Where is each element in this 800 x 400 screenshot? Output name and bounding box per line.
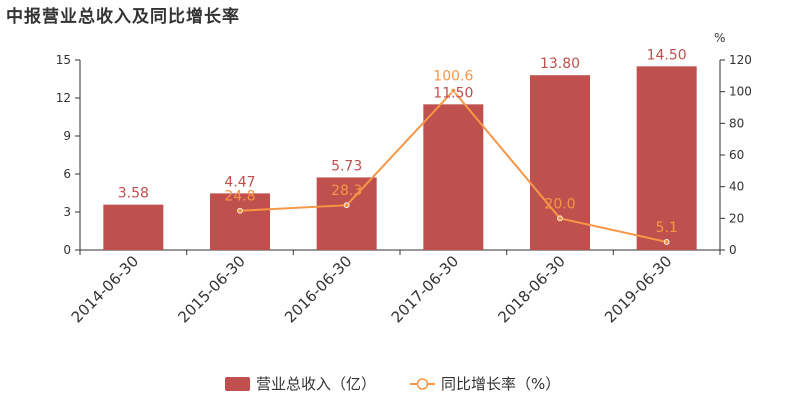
bar-value-label: 4.47 <box>224 174 255 190</box>
right-tick-label: 120 <box>729 53 752 67</box>
growth-rate-point <box>557 215 563 222</box>
growth-rate-point <box>450 87 457 94</box>
bar-value-label: 11.50 <box>433 85 473 101</box>
growth-rate-point <box>343 202 350 209</box>
legend: 营业总收入（亿） 同比增长率（%） <box>225 375 560 393</box>
x-tick-label: 2018-06-30 <box>494 252 568 326</box>
right-tick-label: 40 <box>729 180 744 194</box>
bar-value-label: 5.73 <box>331 158 362 174</box>
legend-bar-swatch <box>225 377 250 391</box>
right-tick-label: 20 <box>729 211 744 225</box>
revenue-bar <box>636 66 697 250</box>
right-tick-label: 80 <box>729 116 744 130</box>
growth-value-label: 20.0 <box>544 196 575 212</box>
growth-value-label: 28.3 <box>331 183 362 199</box>
bar-value-label: 13.80 <box>540 56 580 72</box>
growth-value-label: 5.1 <box>656 220 678 236</box>
right-tick-label: 60 <box>729 148 744 162</box>
bar-value-label: 3.58 <box>118 186 149 202</box>
left-tick-label: 15 <box>56 53 71 67</box>
x-tick-label: 2019-06-30 <box>601 252 675 326</box>
chart-title: 中报营业总收入及同比增长率 <box>6 7 240 27</box>
left-tick-label: 3 <box>63 205 71 219</box>
bar-value-label: 14.50 <box>647 47 687 63</box>
x-tick-label: 2017-06-30 <box>388 252 462 326</box>
left-tick-label: 12 <box>56 91 71 105</box>
revenue-bar <box>210 193 270 250</box>
growth-line <box>237 87 670 245</box>
growth-rate-point <box>663 239 670 245</box>
growth-value-label: 24.8 <box>224 189 255 205</box>
left-tick-label: 6 <box>63 167 71 181</box>
right-axis-unit: % <box>714 31 725 45</box>
left-tick-label: 9 <box>63 129 71 143</box>
legend-line-label: 同比增长率（%） <box>441 375 560 393</box>
revenue-bar <box>316 177 377 250</box>
x-tick-label: 2016-06-30 <box>281 252 355 326</box>
right-tick-label: 0 <box>729 243 737 257</box>
growth-value-label: 100.6 <box>433 69 473 85</box>
left-tick-label: 0 <box>63 243 71 257</box>
legend-bar-label: 营业总收入（亿） <box>256 375 376 393</box>
x-tick-label: 2014-06-30 <box>68 252 142 326</box>
revenue-bar <box>103 204 164 250</box>
right-tick-label: 100 <box>729 85 752 99</box>
growth-rate-point <box>237 207 243 214</box>
data-labels: 3.58 4.47 5.73 11.50 13.80 14.50 24.8 28.3 100.6… <box>118 47 687 236</box>
bars <box>103 66 697 250</box>
legend-line-marker <box>416 378 429 390</box>
x-tick-label: 2015-06-30 <box>174 252 248 326</box>
revenue-bar <box>423 104 484 250</box>
